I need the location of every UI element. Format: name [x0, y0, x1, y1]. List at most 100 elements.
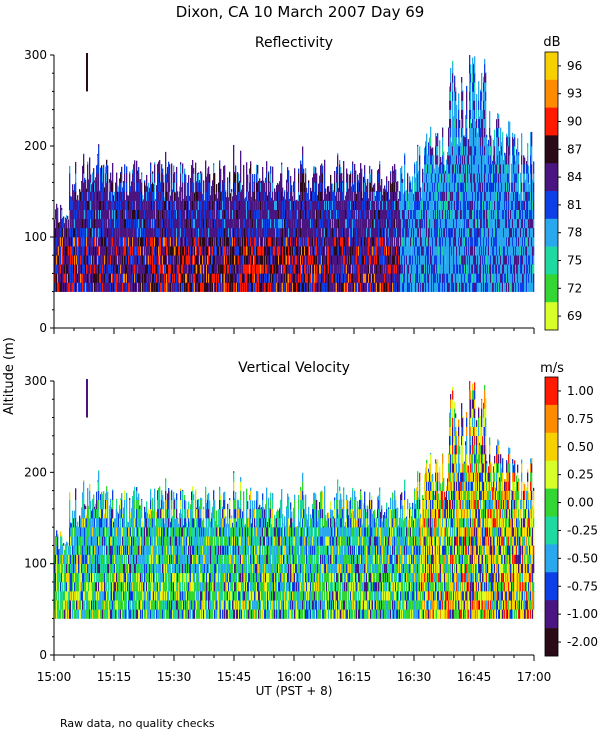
- heatmap-cell: [83, 164, 85, 174]
- heatmap-cell: [153, 227, 155, 238]
- heatmap-cell: [162, 237, 164, 247]
- heatmap-cell: [157, 282, 159, 292]
- heatmap-cell: [122, 273, 124, 283]
- heatmap-cell: [134, 209, 136, 220]
- heatmap-cell: [178, 273, 180, 283]
- heatmap-cell: [62, 237, 64, 247]
- heatmap-cell: [132, 209, 134, 220]
- heatmap-cell: [174, 218, 176, 229]
- heatmap-cell: [140, 179, 142, 183]
- heatmap-cell: [169, 255, 171, 265]
- heatmap-cell: [154, 273, 156, 283]
- heatmap-cell: [62, 273, 64, 283]
- heatmap-cell: [168, 218, 170, 229]
- heatmap-cell: [136, 160, 138, 165]
- heatmap-cell: [180, 273, 182, 283]
- heatmap-cell: [184, 173, 186, 183]
- heatmap-cell: [139, 218, 141, 229]
- heatmap-cell: [72, 227, 74, 238]
- heatmap-cell: [95, 209, 97, 220]
- heatmap-cell: [125, 209, 127, 220]
- heatmap-cell: [220, 168, 222, 174]
- heatmap-cell: [183, 237, 185, 247]
- heatmap-cell: [100, 218, 102, 229]
- heatmap-cell: [99, 255, 101, 265]
- heatmap-cell: [127, 200, 129, 210]
- heatmap-cell: [93, 237, 95, 247]
- heatmap-cell: [138, 182, 140, 192]
- heatmap-cell: [87, 182, 89, 192]
- heatmap-cell: [132, 273, 134, 283]
- heatmap-cell: [146, 218, 148, 229]
- heatmap-cell: [113, 209, 115, 220]
- heatmap-cell: [178, 197, 180, 201]
- heatmap-cell: [123, 218, 125, 229]
- heatmap-cell: [79, 209, 81, 220]
- heatmap-cell: [178, 255, 180, 265]
- heatmap-cell: [118, 264, 120, 274]
- heatmap-cell: [102, 246, 104, 256]
- heatmap-cell: [142, 209, 144, 220]
- heatmap-cell: [145, 227, 147, 238]
- heatmap-cell: [106, 246, 108, 256]
- heatmap-cell: [219, 160, 221, 165]
- heatmap-cell: [179, 186, 181, 192]
- heatmap-cell: [161, 264, 163, 274]
- heatmap-cell: [54, 246, 56, 256]
- heatmap-cell: [243, 164, 245, 174]
- heatmap-cell: [65, 217, 67, 220]
- heatmap-cell: [166, 264, 168, 274]
- heatmap-cell: [81, 237, 83, 247]
- heatmap-cell: [173, 200, 175, 210]
- heatmap-cell: [73, 273, 75, 283]
- heatmap-cell: [172, 191, 174, 201]
- heatmap-cell: [69, 218, 71, 229]
- heatmap-cell: [334, 173, 336, 183]
- heatmap-cell: [143, 282, 145, 292]
- heatmap-cell: [58, 237, 60, 247]
- heatmap-cell: [103, 209, 105, 220]
- heatmap-cell: [89, 191, 91, 201]
- heatmap-cell: [160, 237, 162, 247]
- heatmap-cell: [114, 227, 116, 238]
- heatmap-cell: [177, 209, 179, 220]
- heatmap-cell: [160, 273, 162, 283]
- heatmap-cell: [159, 273, 161, 283]
- heatmap-cell: [124, 246, 126, 256]
- heatmap-cell: [430, 136, 432, 147]
- heatmap-cell: [138, 237, 140, 247]
- heatmap-cell: [176, 173, 178, 183]
- heatmap-cell: [74, 200, 76, 210]
- heatmap-cell: [130, 282, 132, 292]
- heatmap-cell: [117, 191, 119, 201]
- heatmap-cell: [298, 173, 300, 183]
- heatmap-cell: [166, 273, 168, 283]
- heatmap-cell: [168, 164, 170, 174]
- heatmap-cell: [143, 199, 145, 201]
- heatmap-cell: [133, 209, 135, 220]
- heatmap-cell: [155, 199, 157, 201]
- heatmap-cell: [179, 237, 181, 247]
- heatmap-cell: [98, 182, 100, 192]
- heatmap-cell: [201, 173, 203, 183]
- heatmap-cell: [158, 191, 160, 201]
- heatmap-cell: [174, 264, 176, 274]
- heatmap-cell: [94, 191, 96, 201]
- heatmap-cell: [229, 173, 231, 183]
- heatmap-cell: [322, 165, 324, 174]
- heatmap-cell: [77, 264, 79, 274]
- heatmap-cell: [158, 255, 160, 265]
- heatmap-cell: [324, 159, 326, 165]
- heatmap-cell: [94, 200, 96, 210]
- heatmap-cell: [77, 218, 79, 229]
- heatmap-cell: [175, 273, 177, 283]
- heatmap-cell: [158, 282, 160, 292]
- heatmap-cell: [136, 191, 138, 201]
- heatmap-cell: [157, 246, 159, 256]
- heatmap-cell: [179, 282, 181, 292]
- heatmap-cell: [115, 255, 117, 265]
- heatmap-cell: [184, 209, 186, 220]
- heatmap-cell: [165, 200, 167, 210]
- heatmap-cell: [88, 209, 90, 220]
- heatmap-cell: [166, 282, 168, 292]
